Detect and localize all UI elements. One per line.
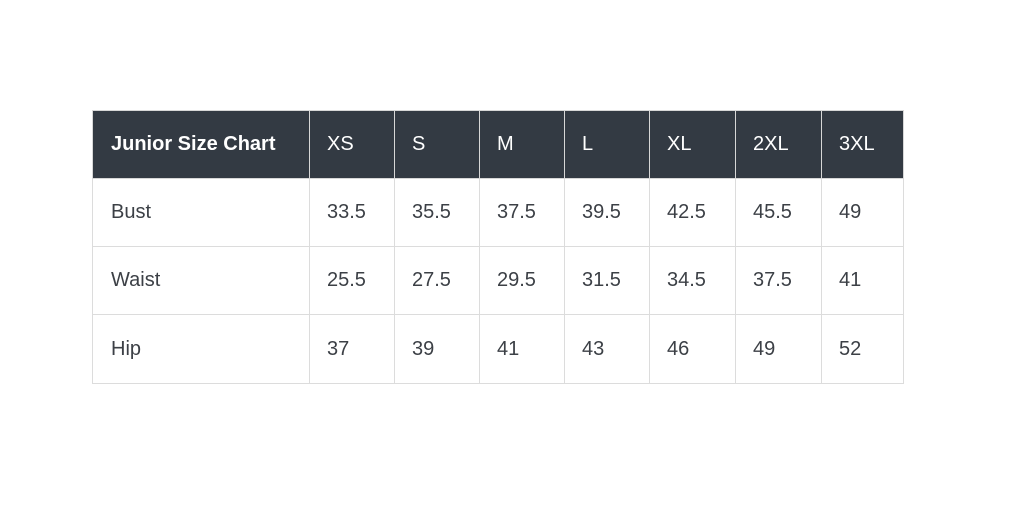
cell-waist-2xl: 37.5 <box>735 246 822 315</box>
column-header-xl: XL <box>649 110 736 179</box>
row-label-waist: Waist <box>92 246 310 315</box>
cell-waist-s: 27.5 <box>394 246 480 315</box>
table-row-waist: Waist 25.5 27.5 29.5 31.5 34.5 37.5 41 <box>92 246 904 315</box>
cell-hip-xl: 46 <box>649 314 736 384</box>
cell-bust-l: 39.5 <box>564 178 650 247</box>
cell-hip-xs: 37 <box>309 314 395 384</box>
column-header-s: S <box>394 110 480 179</box>
column-header-m: M <box>479 110 565 179</box>
table-header-row: Junior Size Chart XS S M L XL 2XL 3XL <box>92 110 904 179</box>
cell-hip-2xl: 49 <box>735 314 822 384</box>
cell-bust-s: 35.5 <box>394 178 480 247</box>
cell-hip-3xl: 52 <box>821 314 904 384</box>
column-header-2xl: 2XL <box>735 110 822 179</box>
row-label-hip: Hip <box>92 314 310 384</box>
table-row-bust: Bust 33.5 35.5 37.5 39.5 42.5 45.5 49 <box>92 178 904 247</box>
cell-waist-m: 29.5 <box>479 246 565 315</box>
junior-size-chart-table: Junior Size Chart XS S M L XL 2XL 3XL Bu… <box>92 110 904 384</box>
cell-waist-3xl: 41 <box>821 246 904 315</box>
cell-hip-l: 43 <box>564 314 650 384</box>
cell-waist-xl: 34.5 <box>649 246 736 315</box>
cell-bust-xl: 42.5 <box>649 178 736 247</box>
table-row-hip: Hip 37 39 41 43 46 49 52 <box>92 314 904 384</box>
cell-waist-xs: 25.5 <box>309 246 395 315</box>
cell-hip-m: 41 <box>479 314 565 384</box>
cell-bust-3xl: 49 <box>821 178 904 247</box>
column-header-l: L <box>564 110 650 179</box>
cell-bust-xs: 33.5 <box>309 178 395 247</box>
table-title: Junior Size Chart <box>92 110 310 179</box>
cell-waist-l: 31.5 <box>564 246 650 315</box>
row-label-bust: Bust <box>92 178 310 247</box>
cell-hip-s: 39 <box>394 314 480 384</box>
cell-bust-2xl: 45.5 <box>735 178 822 247</box>
column-header-xs: XS <box>309 110 395 179</box>
cell-bust-m: 37.5 <box>479 178 565 247</box>
column-header-3xl: 3XL <box>821 110 904 179</box>
